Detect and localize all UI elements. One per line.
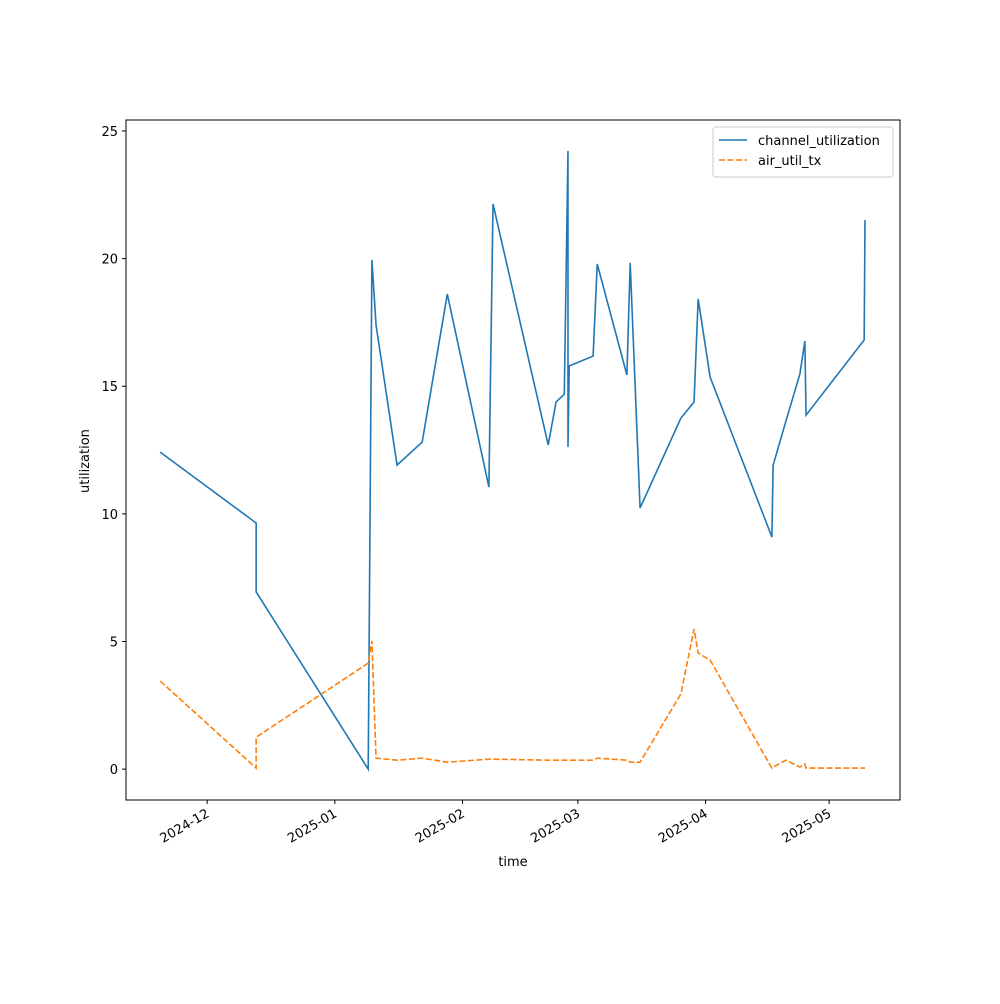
x-tick-label: 2024-12 xyxy=(158,806,213,846)
x-tick-label: 2025-02 xyxy=(413,806,468,846)
line-series xyxy=(159,628,865,770)
y-tick-label: 25 xyxy=(101,125,118,140)
plot-frame xyxy=(125,119,901,801)
y-tick-label: 5 xyxy=(110,635,118,650)
x-tick-label: 2025-04 xyxy=(656,806,711,846)
y-tick-label: 10 xyxy=(101,508,118,523)
x-axis-label: time xyxy=(498,855,527,870)
legend-label: air_util_tx xyxy=(758,154,822,169)
x-tick-label: 2025-03 xyxy=(528,806,583,846)
x-tick-label: 2025-01 xyxy=(285,806,340,846)
y-tick-label: 0 xyxy=(110,763,118,778)
y-axis-label: utilization xyxy=(78,429,93,493)
legend-box xyxy=(712,126,894,178)
y-tick-label: 20 xyxy=(101,253,118,268)
y-tick-label: 15 xyxy=(101,380,118,395)
legend-label: channel_utilization xyxy=(758,134,880,149)
line-series xyxy=(159,150,866,772)
x-tick-label: 2025-05 xyxy=(780,806,835,846)
